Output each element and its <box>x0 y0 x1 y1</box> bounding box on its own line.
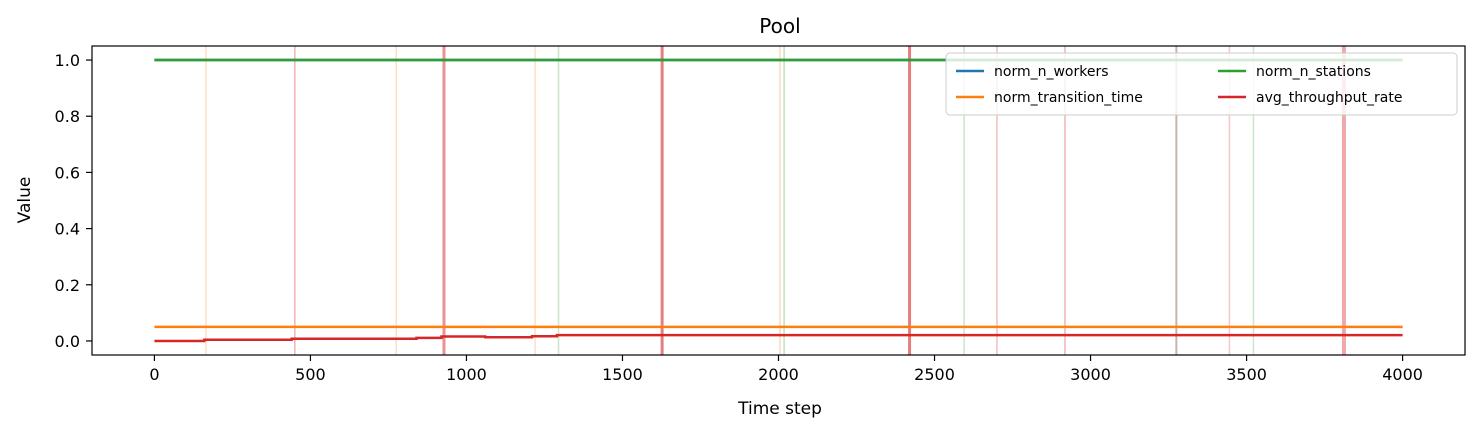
x-tick-label: 2500 <box>914 365 955 384</box>
y-tick-label: 0.4 <box>55 220 80 239</box>
y-tick-label: 0.0 <box>55 332 80 351</box>
chart-title: Pool <box>759 14 800 38</box>
y-axis: 0.0 0.2 0.4 0.6 0.8 1.0 <box>55 51 92 351</box>
y-tick-label: 0.8 <box>55 107 80 126</box>
x-tick-label: 500 <box>295 365 326 384</box>
x-axis: 0 500 1000 1500 2000 2500 3000 3500 4000 <box>149 355 1423 384</box>
y-tick-label: 0.6 <box>55 163 80 182</box>
y-axis-label: Value <box>15 177 35 224</box>
x-tick-label: 0 <box>149 365 159 384</box>
legend-label: norm_transition_time <box>994 90 1143 106</box>
x-axis-label: Time step <box>737 399 822 419</box>
x-tick-label: 3000 <box>1070 365 1111 384</box>
y-tick-label: 1.0 <box>55 51 80 70</box>
x-tick-label: 3500 <box>1226 365 1267 384</box>
legend-label: norm_n_stations <box>1256 64 1371 80</box>
legend-box <box>945 52 1458 116</box>
legend-label: norm_n_workers <box>994 64 1109 80</box>
x-tick-label: 2000 <box>758 365 799 384</box>
x-tick-label: 4000 <box>1382 365 1423 384</box>
series-line-avg-throughput-rate <box>154 333 1403 343</box>
legend: norm_n_workers norm_n_stations norm_transi… <box>945 52 1458 116</box>
x-tick-label: 1000 <box>446 365 487 384</box>
legend-label: avg_throughput_rate <box>1256 90 1402 106</box>
y-tick-label: 0.2 <box>55 276 80 295</box>
x-tick-label: 1500 <box>602 365 643 384</box>
